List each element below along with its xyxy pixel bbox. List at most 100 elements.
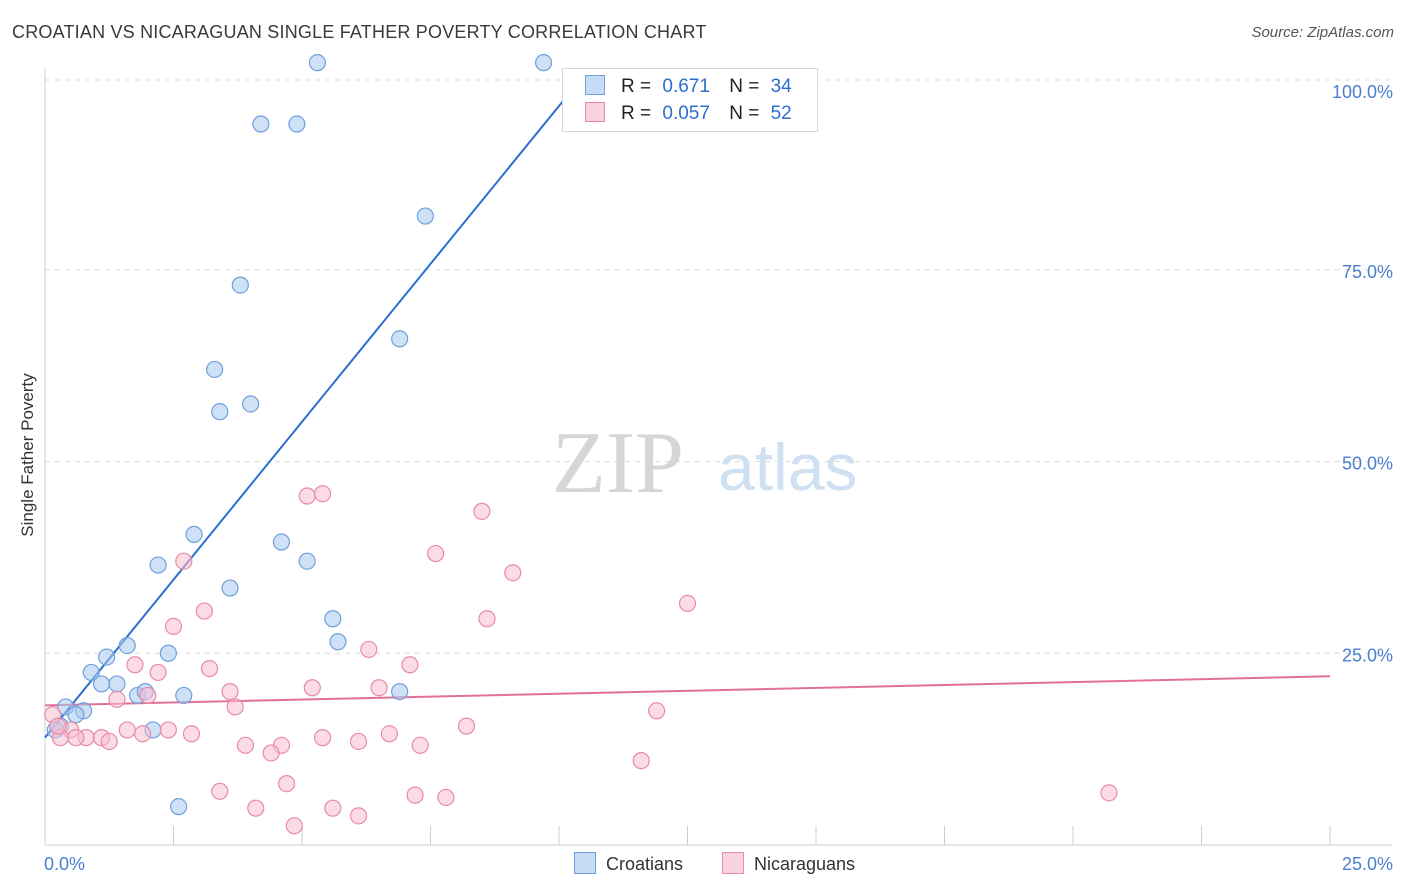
croatians-point xyxy=(159,644,177,662)
croatians-point xyxy=(82,663,100,682)
nicaraguans-point xyxy=(457,717,476,735)
legend-n-value: 52 xyxy=(770,103,792,124)
nicaraguans-swatch xyxy=(585,102,605,122)
nicaraguans-legend-label: Nicaraguans xyxy=(754,854,856,874)
legend-row-nicaraguans: R = 0.057 N = 52 xyxy=(585,102,792,125)
croatians-point xyxy=(242,395,260,413)
nicaraguans-point xyxy=(49,717,67,735)
nicaraguans-point xyxy=(678,594,697,612)
watermark-zip: ZIP xyxy=(552,415,684,512)
croatians-legend-swatch xyxy=(574,852,596,874)
croatians-trend-line xyxy=(44,92,571,739)
chart-title: CROATIAN VS NICARAGUAN SINGLE FATHER POV… xyxy=(12,22,707,42)
nicaraguans-point xyxy=(360,640,378,659)
nicaraguans-point xyxy=(126,656,144,674)
croatians-point xyxy=(149,556,167,574)
croatians-point xyxy=(252,115,270,133)
croatians-point xyxy=(170,798,188,816)
x-tick-label: 0.0% xyxy=(44,854,85,874)
nicaraguans-point xyxy=(247,799,265,817)
legend-row-croatians: R = 0.671 N = 34 xyxy=(585,75,792,98)
croatians-point xyxy=(175,686,193,705)
trend-lines xyxy=(44,92,1331,739)
legend-r-label: R = xyxy=(621,76,652,97)
data-points xyxy=(44,54,1118,835)
nicaraguans-point xyxy=(478,610,496,628)
nicaraguans-point xyxy=(221,682,239,701)
croatians-point xyxy=(211,403,229,421)
nicaraguans-point xyxy=(648,702,666,720)
croatians-point xyxy=(288,115,306,133)
nicaraguans-point xyxy=(236,736,255,754)
legend-item-croatians[interactable]: Croatians xyxy=(574,852,683,875)
nicaraguans-point xyxy=(324,799,342,817)
croatians-point xyxy=(308,54,327,72)
nicaraguans-legend-swatch xyxy=(722,852,744,874)
croatians-point xyxy=(391,330,409,348)
croatians-point xyxy=(108,675,126,693)
nicaraguans-point xyxy=(226,698,244,716)
nicaraguans-point xyxy=(100,732,118,751)
grid-lines xyxy=(45,79,1392,654)
y-tick-label: 50.0% xyxy=(1342,454,1393,474)
croatians-point xyxy=(391,682,409,701)
croatians-point xyxy=(324,610,342,628)
nicaraguans-point xyxy=(313,729,332,747)
nicaraguans-point xyxy=(349,807,368,825)
nicaraguans-point xyxy=(473,502,491,520)
croatians-point xyxy=(67,706,85,724)
nicaraguans-point xyxy=(1100,784,1118,802)
legend-r-value: 0.671 xyxy=(662,76,710,97)
source-label: Source: ZipAtlas.com xyxy=(1251,24,1394,41)
croatians-point xyxy=(534,54,553,72)
nicaraguans-point xyxy=(211,782,229,800)
nicaraguans-point xyxy=(406,786,424,804)
legend-n-value: 34 xyxy=(770,76,792,97)
nicaraguans-point xyxy=(427,544,445,563)
nicaraguans-point xyxy=(380,725,398,743)
legend-r-label: R = xyxy=(621,103,652,124)
y-tick-label: 75.0% xyxy=(1342,262,1393,282)
croatians-point xyxy=(272,533,291,551)
nicaraguans-point xyxy=(401,656,419,674)
nicaraguans-point xyxy=(164,617,183,636)
nicaraguans-trend-line xyxy=(44,675,1331,707)
y-tick-label: 25.0% xyxy=(1342,645,1393,665)
nicaraguans-point xyxy=(504,564,522,582)
axes xyxy=(44,68,1392,846)
nicaraguans-point xyxy=(175,552,193,570)
croatians-point xyxy=(98,648,116,666)
croatians-point xyxy=(206,360,224,379)
nicaraguans-point xyxy=(200,659,219,678)
nicaraguans-point xyxy=(370,679,388,697)
nicaraguans-point xyxy=(285,817,303,835)
croatians-point xyxy=(298,552,316,570)
nicaraguans-point xyxy=(182,725,201,743)
nicaraguans-point xyxy=(298,487,316,505)
stats-legend: R = 0.671 N = 34 R = 0.057 N = 52 xyxy=(562,68,818,132)
croatians-swatch xyxy=(585,75,605,95)
nicaraguans-point xyxy=(67,729,85,747)
x-tick-label: 25.0% xyxy=(1342,854,1393,874)
legend-n-label: N = xyxy=(729,76,760,97)
nicaraguans-point xyxy=(262,744,280,762)
croatians-point xyxy=(416,207,434,225)
nicaraguans-point xyxy=(149,663,167,682)
croatians-legend-label: Croatians xyxy=(606,854,684,874)
croatians-point xyxy=(92,675,111,693)
nicaraguans-point xyxy=(134,725,152,743)
nicaraguans-point xyxy=(108,690,126,708)
nicaraguans-point xyxy=(632,752,650,770)
croatians-point xyxy=(329,633,347,651)
legend-r-value: 0.057 xyxy=(662,103,710,124)
croatians-point xyxy=(118,636,136,655)
croatians-point xyxy=(185,525,203,543)
watermark-atlas: atlas xyxy=(718,430,857,504)
nicaraguans-point xyxy=(159,721,177,739)
nicaraguans-point xyxy=(437,788,455,807)
nicaraguans-point xyxy=(411,736,429,754)
nicaraguans-point xyxy=(139,686,157,705)
nicaraguans-point xyxy=(349,732,368,751)
legend-item-nicaraguans[interactable]: Nicaraguans xyxy=(722,852,855,875)
